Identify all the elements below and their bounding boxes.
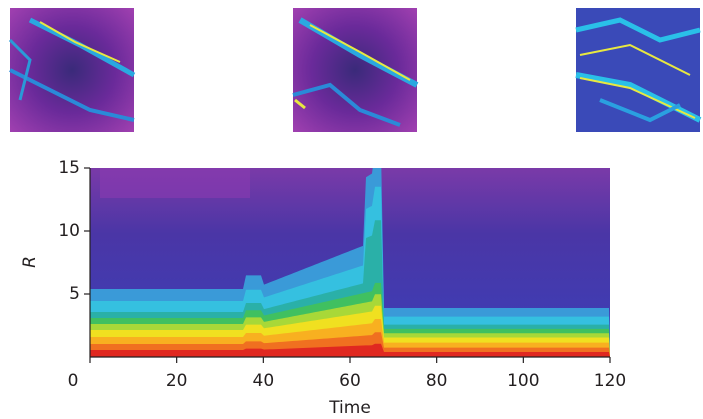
x-tick-label: 120 [594, 371, 626, 391]
x-tick-label: 0 [68, 371, 79, 391]
y-tick-label: 15 [58, 158, 80, 178]
thumbnail-3 [575, 8, 702, 132]
x-axis-label: Time [328, 398, 371, 418]
x-tick-label: 80 [426, 371, 448, 391]
x-tick-label: 40 [253, 371, 275, 391]
heatmap-image [90, 168, 610, 357]
x-tick-label: 100 [507, 371, 539, 391]
y-axis-label: R [20, 256, 40, 268]
y-tick-label: 10 [58, 221, 80, 241]
thumbnail-1 [8, 8, 136, 132]
x-tick-label: 60 [339, 371, 361, 391]
heat-band [90, 343, 610, 357]
y-tick-label: 5 [69, 284, 80, 304]
x-tick-label: 20 [166, 371, 188, 391]
thumbnail-2 [292, 8, 419, 132]
